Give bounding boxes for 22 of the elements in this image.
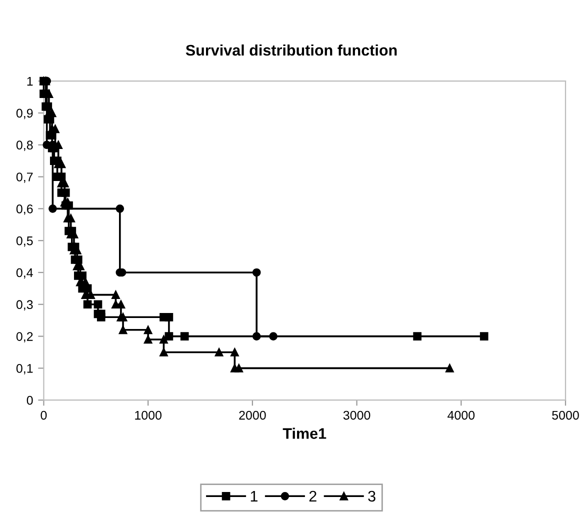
legend-label: 3 xyxy=(368,490,376,502)
x-tick-label: 3000 xyxy=(343,410,370,420)
y-tick-label: 0,6 xyxy=(16,204,33,215)
x-tick-label: 5000 xyxy=(552,410,579,420)
x-tick-label: 1000 xyxy=(135,410,162,420)
y-tick-label: 1 xyxy=(27,76,33,86)
y-tick-label: 0,5 xyxy=(16,236,33,247)
x-tick-label: 2000 xyxy=(239,410,266,420)
y-tick-label: 0,1 xyxy=(16,364,33,374)
x-tick-label: 0 xyxy=(40,410,47,420)
legend-label: 2 xyxy=(309,490,316,502)
y-tick-label: 0,4 xyxy=(16,268,33,279)
legend-label: 1 xyxy=(250,490,258,502)
y-tick-label: 0,7 xyxy=(16,172,33,183)
y-tick-label: 0,9 xyxy=(16,108,33,120)
x-axis-title: Time1 xyxy=(282,428,326,439)
y-tick-label: 0,2 xyxy=(16,332,33,342)
y-tick-label: 0,3 xyxy=(16,300,33,311)
x-tick-label: 4000 xyxy=(448,410,475,420)
chart-title: Survival distribution function xyxy=(186,44,397,56)
y-tick-label: 0,8 xyxy=(16,140,33,151)
y-tick-label: 0 xyxy=(26,396,33,405)
